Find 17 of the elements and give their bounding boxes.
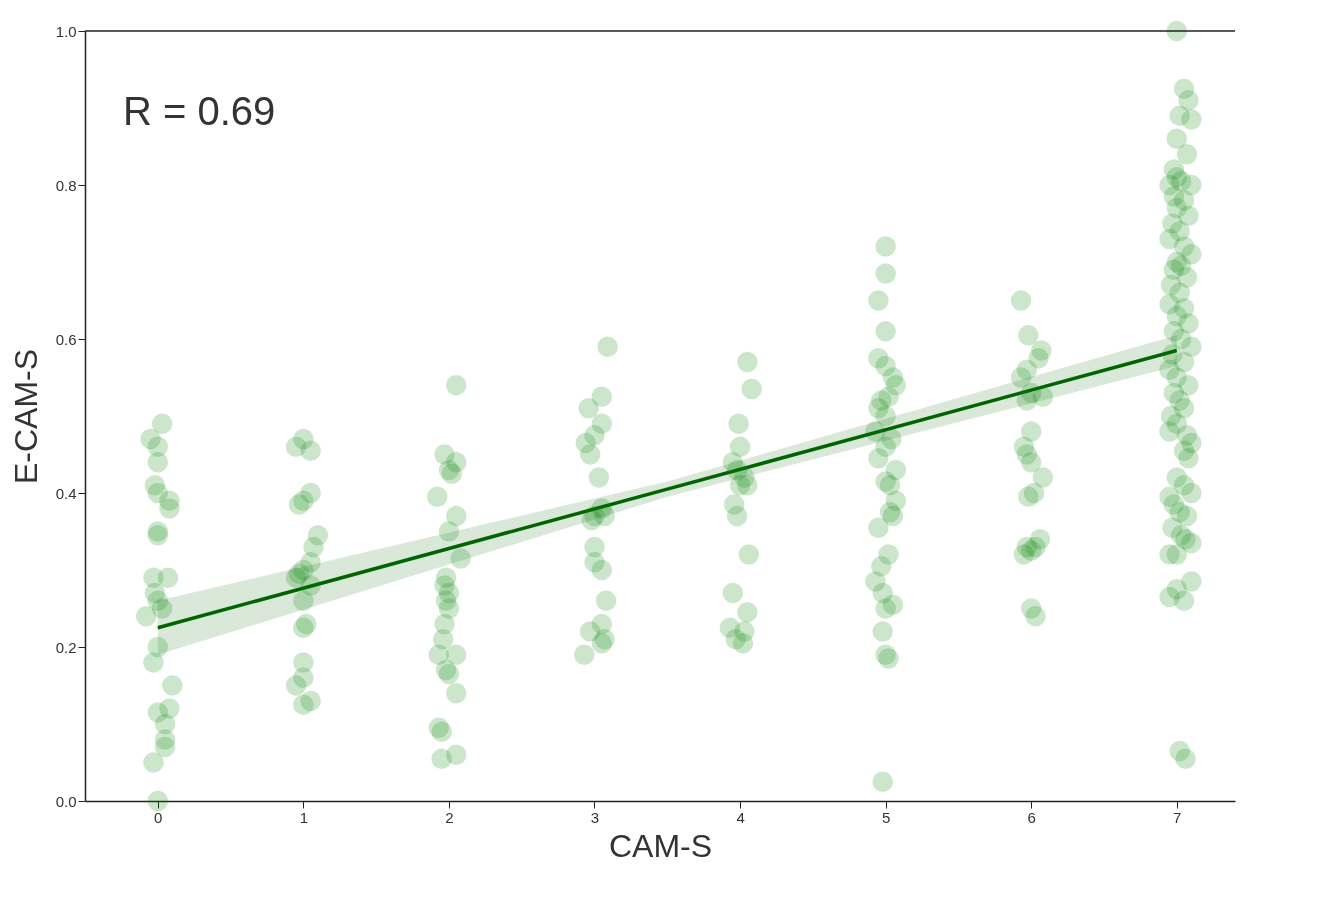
x-tick-label: 1 — [299, 808, 309, 826]
x-axis-title: CAM-S — [608, 827, 713, 864]
annotation: R = 0.69 — [123, 89, 276, 133]
y-tick-label: 1.0 — [55, 22, 77, 40]
y-tick-label: 0.4 — [55, 484, 77, 502]
x-tick-label: 5 — [881, 808, 891, 826]
y-tick-label: 0.0 — [55, 792, 77, 810]
x-tick-label: 4 — [736, 808, 745, 826]
y-tick-label: 0.8 — [55, 176, 77, 194]
y-axis-title: E-CAM-S — [7, 348, 44, 485]
x-tick-label: 3 — [590, 808, 600, 826]
y-tick-label: 0.6 — [55, 330, 77, 348]
x-tick-label: 0 — [154, 808, 163, 826]
x-tick-label: 6 — [1027, 808, 1036, 826]
x-tick-label: 7 — [1173, 808, 1182, 826]
x-tick-label: 2 — [445, 808, 454, 826]
y-tick-label: 0.2 — [55, 638, 77, 656]
